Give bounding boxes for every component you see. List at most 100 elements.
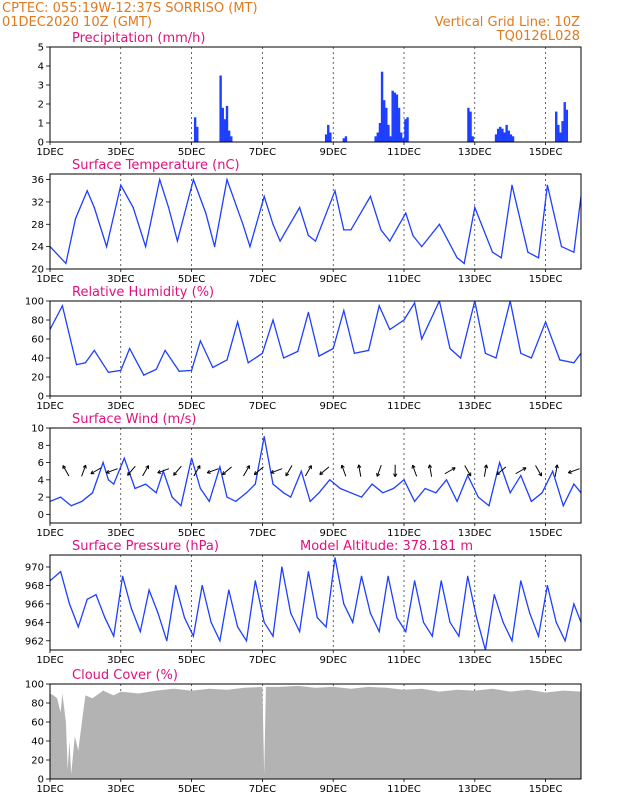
precip-bar: [378, 123, 382, 142]
pressure-point: [148, 589, 150, 591]
pressure-point: [130, 607, 133, 610]
rh-point: [107, 371, 110, 373]
precip-bar: [219, 75, 222, 142]
pressure-point: [307, 571, 310, 573]
header-model-code: TQ0126L028: [496, 29, 580, 44]
x-tick-label: 11DEC: [387, 147, 421, 158]
pressure-point: [68, 603, 71, 605]
precip-bar: [380, 71, 384, 142]
x-tick-label: 11DEC: [387, 784, 421, 795]
wind-point: [60, 496, 62, 498]
x-tick-label: 5DEC: [178, 528, 205, 539]
rh-point: [178, 370, 180, 372]
y-tick-label: 966: [25, 599, 44, 610]
temp-point: [192, 178, 194, 181]
x-tick-label: 7DEC: [249, 274, 276, 285]
pressure-point: [60, 571, 62, 573]
wind-vector: [483, 464, 489, 477]
precip-bar: [555, 111, 558, 142]
precip-bar: [393, 92, 396, 142]
pressure-point: [334, 557, 336, 559]
pressure-point: [166, 640, 168, 642]
y-tick-label: 4: [38, 475, 44, 486]
wind-point: [498, 461, 501, 464]
precip-bar: [395, 94, 399, 142]
panel-pressure: 962 964 966 968 970 1DEC 3DEC 5DEC 7DEC 9DEC 11DEC…: [25, 539, 582, 666]
rh-point: [155, 368, 157, 370]
x-tick-label: 1DEC: [36, 401, 63, 412]
temp-point: [405, 212, 407, 214]
plot-area: [193, 71, 569, 142]
wind-point: [456, 500, 458, 503]
temp-point: [537, 257, 540, 259]
temp-point: [421, 246, 423, 248]
precip-bar: [221, 107, 224, 142]
temp-point: [74, 218, 77, 220]
temp-point: [272, 223, 274, 225]
rh-point: [368, 349, 370, 351]
wind-point: [300, 470, 302, 472]
y-tick-label: 968: [25, 581, 44, 592]
x-tick-label: 15DEC: [529, 784, 563, 795]
wind-point: [445, 479, 448, 481]
wind-point: [435, 492, 437, 494]
wind-vector: [157, 468, 170, 474]
rh-point: [297, 350, 299, 352]
pressure-point: [219, 640, 221, 642]
wind-vector: [304, 465, 312, 477]
panel-temp: 20 24 28 32 36 1DEC 3DEC 5DEC 7DEC 9DEC 11DEC 13DEC…: [31, 158, 582, 285]
rh-point: [61, 305, 63, 307]
pressure-point: [104, 617, 106, 619]
temp-point: [106, 246, 108, 248]
pressure-point: [210, 621, 212, 623]
wind-vector: [357, 464, 362, 477]
y-tick-label: 60: [31, 335, 44, 346]
x-tick-label: 15DEC: [529, 528, 563, 539]
temp-point: [573, 251, 575, 253]
rh-point: [247, 362, 249, 364]
x-tick-label: 7DEC: [249, 401, 276, 412]
x-tick-label: 3DEC: [107, 784, 134, 795]
temp-point: [144, 246, 147, 248]
y-tick-label: 962: [25, 636, 44, 647]
wind-vector: [567, 468, 580, 474]
rh-point: [191, 369, 193, 371]
pressure-point: [502, 621, 504, 623]
x-tick-label: 9DEC: [320, 401, 347, 412]
x-tick-label: 9DEC: [320, 147, 347, 158]
temp-point: [456, 257, 458, 259]
panel-title: Cloud Cover (%): [72, 668, 178, 683]
x-tick-label: 9DEC: [320, 528, 347, 539]
pressure-point: [396, 617, 398, 619]
temp-point: [369, 195, 371, 197]
temp-point: [491, 251, 494, 253]
temp-series-line: [50, 177, 581, 265]
temp-point: [205, 212, 207, 214]
precip-bar: [402, 138, 405, 142]
y-tick-label: 6: [38, 458, 44, 469]
temp-point: [500, 257, 502, 259]
precip-bar: [223, 119, 227, 142]
x-tick-label: 1DEC: [36, 784, 63, 795]
y-tick-label: 28: [31, 220, 44, 231]
precip-bar: [511, 136, 515, 142]
y-tick-label: 20: [31, 756, 44, 767]
rh-point: [573, 362, 575, 364]
temp-point: [307, 234, 310, 237]
panel-precip: 0 1 2 3 4 5 1DEC 3DEC 5DEC 7DEC 9DEC 11DEC 13DEC 15DE…: [36, 31, 582, 158]
temp-point: [527, 251, 529, 253]
temp-point: [279, 240, 281, 242]
y-tick-label: 3: [38, 81, 44, 92]
panel-frame: [49, 554, 582, 651]
panel-title: Precipitation (mm/h): [72, 31, 205, 46]
precip-bar: [557, 124, 560, 142]
plot-area: [50, 301, 581, 376]
wind-vector: [243, 465, 250, 477]
pressure-point: [369, 612, 371, 614]
y-tick-label: 0: [38, 392, 44, 403]
x-tick-label: 1DEC: [36, 528, 63, 539]
x-tick-label: 1DEC: [36, 655, 63, 666]
temp-point: [314, 240, 317, 242]
y-tick-label: 100: [25, 680, 44, 691]
pressure-point: [77, 626, 79, 628]
